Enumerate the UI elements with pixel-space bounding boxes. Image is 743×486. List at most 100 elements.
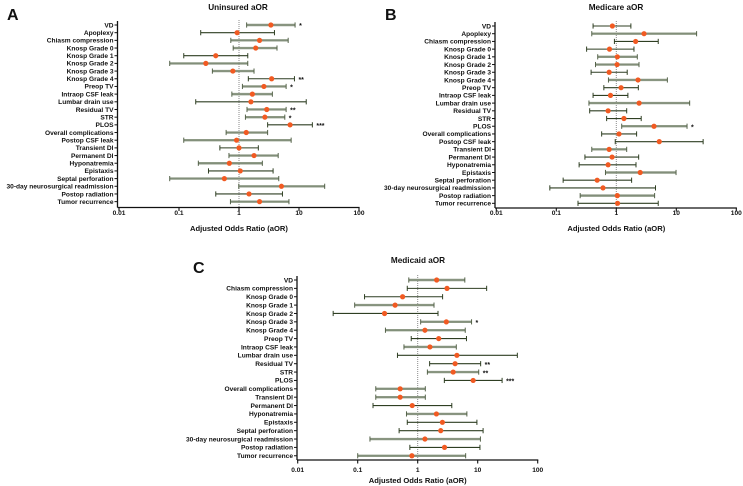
row-label: Postop radiation xyxy=(439,193,491,200)
forest-row: VD * xyxy=(104,22,302,30)
x-tick-label: 0.1 xyxy=(552,210,561,217)
row-label: Septal perforation xyxy=(57,176,113,183)
forest-row: Knosp Grade 3 xyxy=(67,68,255,75)
panel-c: C Medicaid aOR 0.01 0.1 1 10 100 Adjusted Odds … xyxy=(186,256,544,485)
aor-point xyxy=(606,46,613,52)
forest-row: Transient DI xyxy=(255,394,426,401)
row-label: Knosp Grade 4 xyxy=(444,77,491,84)
forest-row: Knosp Grade 1 xyxy=(246,302,435,309)
forest-row: 30-day neurosurgical readmission xyxy=(384,185,656,192)
forest-row: Hyponatremia xyxy=(70,161,263,168)
forest-row: Overall complications xyxy=(224,386,426,393)
forest-row: Postop CSF leak xyxy=(61,138,292,145)
row-label: Residual TV xyxy=(453,108,491,115)
aor-point xyxy=(441,444,448,450)
row-label: Permanent DI xyxy=(250,403,293,410)
forest-row: Septal perforation xyxy=(237,428,484,435)
aor-point xyxy=(409,402,415,409)
forest-row: STR xyxy=(478,116,642,123)
row-label: Knosp Grade 1 xyxy=(444,54,491,61)
forest-row: Knosp Grade 4 ** xyxy=(67,76,305,84)
forest-row: Residual TV ** xyxy=(255,361,490,369)
forest-row: Residual TV xyxy=(453,108,628,115)
aor-point xyxy=(381,310,388,317)
forest-row: Tumor recurrence xyxy=(58,199,290,206)
forest-row: Intraop CSF leak xyxy=(61,91,273,98)
aor-point xyxy=(434,277,440,283)
panel-b: B Medicare aOR 0.01 0.1 1 10 100 Adjusted Odds … xyxy=(384,3,742,233)
significance-marker: * xyxy=(476,320,479,327)
row-label: STR xyxy=(280,369,293,376)
forest-row: Knosp Grade 4 xyxy=(444,77,668,84)
aor-point xyxy=(422,327,428,333)
row-label: STR xyxy=(478,116,491,123)
forest-row: Preop TV xyxy=(264,336,467,343)
row-label: VD xyxy=(104,22,113,29)
forest-row: Knosp Grade 2 xyxy=(246,310,439,318)
significance-marker: *** xyxy=(316,123,324,130)
forest-row: Lumbar drain use xyxy=(58,99,307,106)
forest-row: Lumbar drain use xyxy=(436,100,691,107)
x-tick-label: 0.1 xyxy=(353,467,362,474)
forest-row: Postop CSF leak xyxy=(439,139,704,146)
forest-row: Intraop CSF leak xyxy=(439,93,629,100)
aor-point xyxy=(450,369,456,375)
aor-point xyxy=(397,386,403,392)
forest-row: 30-day neurosurgical readmission xyxy=(186,436,481,443)
aor-point xyxy=(633,38,639,45)
forest-row: Epistaxis xyxy=(462,170,677,177)
forest-row: Permanent DI xyxy=(250,402,453,410)
forest-row: Hyponatremia xyxy=(249,411,468,418)
row-label: Tumor recurrence xyxy=(58,199,114,206)
aor-point xyxy=(635,77,641,83)
forest-row: Chiasm compression xyxy=(47,38,289,45)
forest-row: Permanent DI xyxy=(71,153,279,160)
row-label: Apoplexy xyxy=(461,31,491,38)
aor-point xyxy=(614,193,620,199)
row-label: Septal perforation xyxy=(435,178,491,185)
aor-point xyxy=(234,30,240,36)
x-tick-label: 1 xyxy=(416,467,420,474)
aor-point xyxy=(438,428,444,434)
aor-point xyxy=(606,146,612,152)
row-label: Transient DI xyxy=(76,145,114,152)
panel-title: Medicare aOR xyxy=(589,3,644,12)
row-label: Preop TV xyxy=(85,84,115,91)
aor-point xyxy=(397,394,403,400)
forest-row: Epistaxis xyxy=(264,419,478,427)
aor-point xyxy=(439,419,445,425)
panel-letter: A xyxy=(7,7,19,24)
row-label: Chiasm compression xyxy=(226,286,293,293)
forest-row: PLOS *** xyxy=(275,378,514,386)
aor-point xyxy=(606,69,612,75)
forest-row: Knosp Grade 0 xyxy=(444,46,635,53)
aor-point xyxy=(249,91,255,97)
forest-row: Overall complications xyxy=(422,131,638,138)
x-tick-label: 0.1 xyxy=(174,210,183,217)
aor-point xyxy=(287,122,293,128)
row-label: Epistaxis xyxy=(462,170,491,177)
forest-row: Apoplexy xyxy=(84,30,275,37)
forest-row: Residual TV ** xyxy=(76,107,296,115)
aor-point xyxy=(261,83,267,90)
forest-row: PLOS * xyxy=(473,124,694,132)
row-label: Chiasm compression xyxy=(424,39,491,46)
row-label: Knosp Grade 2 xyxy=(67,61,114,68)
panel-title: Medicaid aOR xyxy=(391,256,445,265)
row-label: Tumor recurrence xyxy=(237,453,293,460)
panel-title: Uninsured aOR xyxy=(208,3,268,12)
forest-row: Chiasm compression xyxy=(226,286,488,293)
aor-point xyxy=(213,53,219,59)
forest-row: Septal perforation xyxy=(435,178,633,185)
aor-point xyxy=(422,436,428,442)
row-label: Transient DI xyxy=(255,394,293,401)
forest-row: 30-day neurosurgical readmission xyxy=(6,184,326,191)
significance-marker: * xyxy=(289,115,292,122)
significance-marker: ** xyxy=(290,108,296,115)
row-label: Permanent DI xyxy=(71,153,114,160)
row-label: Knosp Grade 0 xyxy=(67,45,114,52)
aor-point xyxy=(243,129,249,136)
x-tick-label: 0.01 xyxy=(490,210,503,217)
x-tick-label: 100 xyxy=(353,210,364,217)
